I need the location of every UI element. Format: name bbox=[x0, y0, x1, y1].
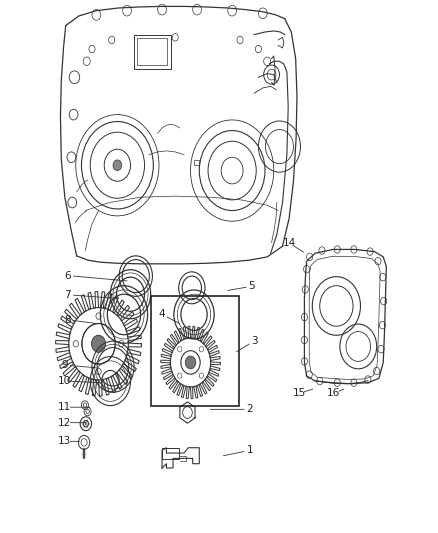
Circle shape bbox=[185, 356, 196, 369]
Text: 8: 8 bbox=[64, 315, 71, 325]
Bar bbox=[134, 35, 171, 69]
Bar bbox=[151, 296, 239, 406]
Text: 7: 7 bbox=[64, 290, 71, 300]
Text: 13: 13 bbox=[58, 437, 71, 446]
Text: 14: 14 bbox=[283, 238, 296, 248]
Text: 5: 5 bbox=[248, 281, 255, 291]
Bar bbox=[162, 448, 179, 459]
Text: 3: 3 bbox=[251, 336, 258, 346]
Circle shape bbox=[113, 160, 122, 171]
Text: 12: 12 bbox=[58, 418, 71, 427]
Text: 9: 9 bbox=[61, 360, 68, 370]
Text: 10: 10 bbox=[58, 376, 71, 386]
Text: 6: 6 bbox=[64, 271, 71, 280]
Text: 16: 16 bbox=[327, 389, 340, 398]
Circle shape bbox=[92, 335, 106, 352]
Text: 2: 2 bbox=[246, 405, 253, 414]
Bar bbox=[137, 38, 167, 65]
Text: 11: 11 bbox=[58, 402, 71, 412]
Text: 15: 15 bbox=[293, 389, 306, 398]
Bar bbox=[194, 160, 199, 165]
Text: 1: 1 bbox=[246, 446, 253, 455]
Text: 4: 4 bbox=[159, 310, 166, 319]
